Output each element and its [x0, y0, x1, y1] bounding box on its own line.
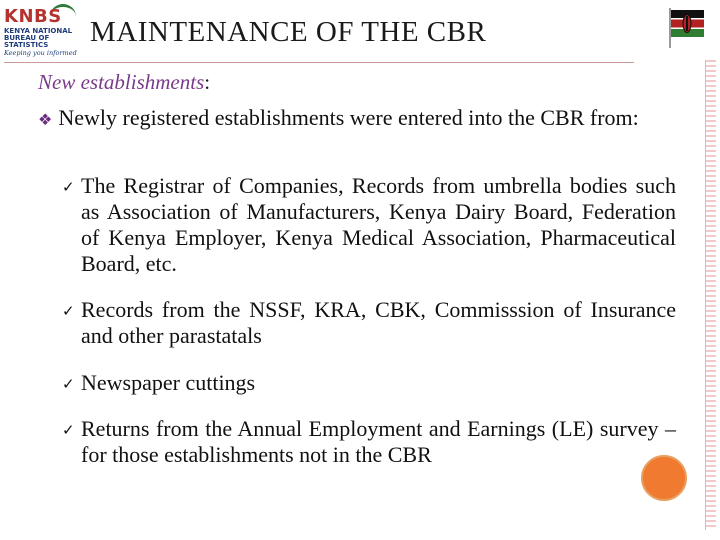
check-icon: ✓ — [62, 375, 75, 393]
logo-name: KNBS — [4, 6, 62, 27]
page-title: MAINTENANCE OF THE CBR — [90, 16, 487, 48]
list-item: ✓ Returns from the Annual Employment and… — [62, 416, 676, 467]
logo-arc-icon — [50, 4, 76, 29]
decorative-border — [705, 60, 716, 530]
intro-paragraph: ❖ Newly registered establishments were en… — [38, 104, 683, 134]
list-item: ✓ The Registrar of Companies, Records fr… — [62, 173, 676, 276]
check-icon: ✓ — [62, 421, 75, 439]
intro-text: Newly registered establishments were ent… — [58, 105, 639, 130]
logo-subtitle: KENYA NATIONAL BUREAU OF STATISTICS — [4, 27, 73, 49]
check-icon: ✓ — [62, 302, 75, 320]
check-icon: ✓ — [62, 178, 75, 196]
kenya-flag-icon — [669, 8, 704, 48]
title-divider — [4, 62, 634, 63]
list-item: ✓ Newspaper cuttings — [62, 370, 256, 395]
slide-indicator-dot — [641, 455, 687, 501]
source-list: ✓ The Registrar of Companies, Records fr… — [62, 173, 676, 468]
list-item: ✓ Records from the NSSF, KRA, CBK, Commi… — [62, 297, 676, 348]
diamond-bullet-icon: ❖ — [38, 112, 53, 129]
subheading-italic: New establishments — [38, 70, 205, 94]
logo-tagline: Keeping you informed — [4, 49, 77, 57]
section-subheading: New establishments: — [38, 70, 210, 95]
subheading-suffix: : — [204, 70, 211, 94]
knbs-logo: KNBS KENYA NATIONAL BUREAU OF STATISTICS… — [2, 4, 88, 64]
